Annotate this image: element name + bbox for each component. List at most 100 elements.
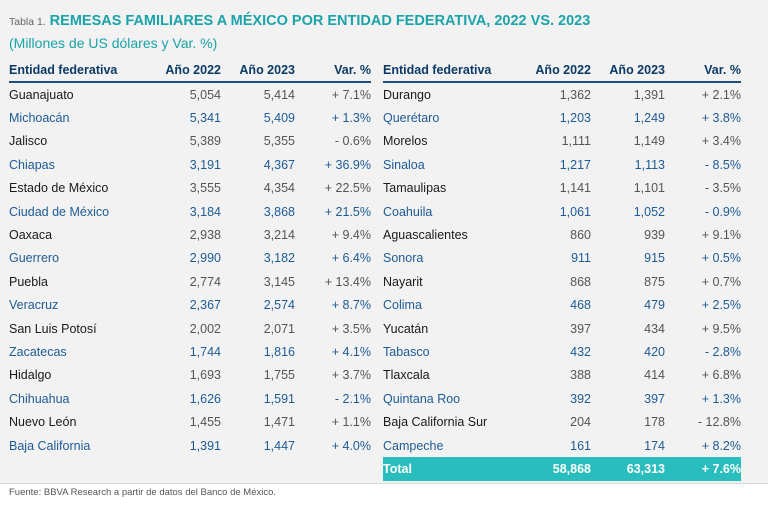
cell-entidad: Nayarit <box>383 274 423 289</box>
cell-entidad: Tlaxcala <box>383 368 430 383</box>
table-title-block: Tabla 1. REMESAS FAMILIARES A MÉXICO POR… <box>9 10 590 53</box>
cell-2022: 3,191 <box>189 157 221 172</box>
cell-var: - 0.9% <box>704 204 741 219</box>
table-row: Yucatán 397 434 + 9.5% <box>383 317 741 340</box>
cell-2023: 1,101 <box>633 181 665 196</box>
cell-entidad: Oaxaca <box>9 228 53 243</box>
cell-2022: 161 <box>570 438 591 453</box>
column-header-var: Var. % <box>295 58 371 83</box>
table-row: Chihuahua 1,626 1,591 - 2.1% <box>9 387 371 410</box>
cell-var: - 2.1% <box>334 391 371 406</box>
table-row: Chiapas 3,191 4,367 + 36.9% <box>9 153 371 176</box>
cell-entidad: Tabasco <box>383 344 430 359</box>
cell-2023: 939 <box>644 228 665 243</box>
table-row: Sonora 911 915 + 0.5% <box>383 247 741 270</box>
cell-2022: 1,203 <box>559 111 591 126</box>
cell-entidad: Sonora <box>383 251 424 266</box>
table-title: REMESAS FAMILIARES A MÉXICO POR ENTIDAD … <box>49 13 591 29</box>
cell-entidad: Chihuahua <box>9 391 70 406</box>
table-row: Jalisco 5,389 5,355 - 0.6% <box>9 130 371 153</box>
cell-entidad: San Luis Potosí <box>9 321 97 336</box>
cell-var: + 4.0% <box>331 438 371 453</box>
cell-var: + 8.2% <box>701 438 741 453</box>
cell-var: + 0.5% <box>701 251 741 266</box>
cell-var: + 9.1% <box>701 228 741 243</box>
cell-2022: 2,774 <box>189 274 221 289</box>
cell-var: - 8.5% <box>704 157 741 172</box>
cell-entidad: Jalisco <box>9 134 48 149</box>
table-row: Tlaxcala 388 414 + 6.8% <box>383 364 741 387</box>
cell-var: + 3.8% <box>701 111 741 126</box>
cell-2022: 868 <box>570 274 591 289</box>
total-row: Total 58,868 63,313 + 7.6% <box>383 457 741 481</box>
column-header-2023: Año 2023 <box>221 58 295 83</box>
table-row: Aguascalientes 860 939 + 9.1% <box>383 223 741 246</box>
cell-var: - 2.8% <box>704 344 741 359</box>
table-row: Oaxaca 2,938 3,214 + 9.4% <box>9 223 371 246</box>
cell-2023: 1,249 <box>633 111 665 126</box>
cell-entidad: Chiapas <box>9 157 55 172</box>
cell-var: + 8.7% <box>331 298 371 313</box>
cell-2023: 1,591 <box>263 391 295 406</box>
total-2022: 58,868 <box>517 457 591 481</box>
column-header-entidad: Entidad federativa <box>383 58 517 83</box>
cell-entidad: Puebla <box>9 274 48 289</box>
table-row: Tabasco 432 420 - 2.8% <box>383 340 741 363</box>
table-row: Zacatecas 1,744 1,816 + 4.1% <box>9 340 371 363</box>
cell-var: + 9.4% <box>331 228 371 243</box>
table-row: Puebla 2,774 3,145 + 13.4% <box>9 270 371 293</box>
source-note: Fuente: BBVA Research a partir de datos … <box>9 487 277 498</box>
table-row: Guanajuato 5,054 5,414 + 7.1% <box>9 82 371 106</box>
table-row: Querétaro 1,203 1,249 + 3.8% <box>383 106 741 129</box>
cell-2022: 388 <box>570 368 591 383</box>
cell-2022: 2,002 <box>189 321 221 336</box>
cell-var: + 1.1% <box>331 415 371 430</box>
cell-2023: 2,071 <box>263 321 295 336</box>
table-row: Colima 468 479 + 2.5% <box>383 294 741 317</box>
cell-entidad: Baja California Sur <box>383 415 488 430</box>
table-row: Tamaulipas 1,141 1,101 - 3.5% <box>383 177 741 200</box>
bottom-divider <box>0 483 768 484</box>
table-subtitle: (Millones de US dólares y Var. %) <box>9 35 218 51</box>
table-row: San Luis Potosí 2,002 2,071 + 3.5% <box>9 317 371 340</box>
cell-2023: 2,574 <box>263 298 295 313</box>
cell-2022: 1,391 <box>189 438 221 453</box>
cell-var: - 0.6% <box>334 134 371 149</box>
cell-2023: 915 <box>644 251 665 266</box>
table-row: Baja California Sur 204 178 - 12.8% <box>383 410 741 433</box>
column-header-2022: Año 2022 <box>139 58 221 83</box>
cell-2022: 911 <box>571 251 591 266</box>
cell-2022: 3,184 <box>189 204 221 219</box>
table-row: Nayarit 868 875 + 0.7% <box>383 270 741 293</box>
cell-2022: 5,054 <box>189 87 221 102</box>
cell-var: + 6.4% <box>331 251 371 266</box>
cell-var: + 0.7% <box>701 274 741 289</box>
cell-2023: 420 <box>644 344 665 359</box>
left-data-table: Entidad federativa Año 2022 Año 2023 Var… <box>9 58 371 457</box>
cell-2022: 1,061 <box>559 204 591 219</box>
cell-2022: 1,217 <box>559 157 591 172</box>
cell-2023: 5,414 <box>263 87 295 102</box>
cell-var: + 1.3% <box>701 391 741 406</box>
cell-2023: 1,816 <box>263 344 295 359</box>
cell-2022: 1,693 <box>189 368 221 383</box>
cell-2022: 5,341 <box>189 111 221 126</box>
table-row: Ciudad de México 3,184 3,868 + 21.5% <box>9 200 371 223</box>
cell-2023: 434 <box>644 321 665 336</box>
cell-2022: 860 <box>570 228 591 243</box>
cell-entidad: Hidalgo <box>9 368 52 383</box>
table-row: Coahuila 1,061 1,052 - 0.9% <box>383 200 741 223</box>
cell-2022: 204 <box>570 415 591 430</box>
cell-2022: 1,362 <box>559 87 591 102</box>
cell-entidad: Nuevo León <box>9 415 77 430</box>
table-row: Estado de México 3,555 4,354 + 22.5% <box>9 177 371 200</box>
cell-entidad: Durango <box>383 87 431 102</box>
table-row: Durango 1,362 1,391 + 2.1% <box>383 82 741 106</box>
cell-2023: 178 <box>644 415 665 430</box>
cell-var: + 4.1% <box>331 344 371 359</box>
cell-entidad: Aguascalientes <box>383 228 468 243</box>
table-row: Nuevo León 1,455 1,471 + 1.1% <box>9 410 371 433</box>
cell-2023: 1,149 <box>633 134 665 149</box>
cell-2023: 3,868 <box>263 204 295 219</box>
cell-2023: 4,367 <box>263 157 295 172</box>
